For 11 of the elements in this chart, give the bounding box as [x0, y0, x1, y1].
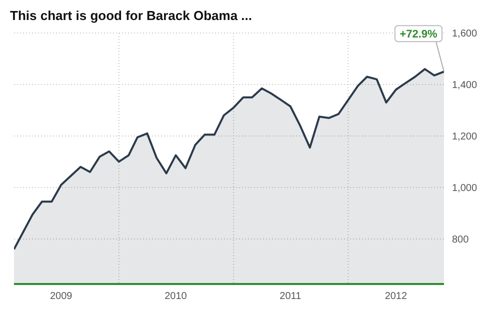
- annotation: +72.9%: [400, 28, 438, 41]
- y-tick-label: 1,400: [452, 80, 478, 92]
- x-tick-label: 2010: [164, 291, 188, 302]
- y-tick-label: 1,600: [452, 28, 478, 40]
- y-tick-label: 800: [452, 234, 470, 246]
- x-tick-label: 2011: [280, 291, 302, 302]
- x-tick-label: 2009: [50, 291, 73, 302]
- y-tick-label: 1,000: [452, 183, 478, 194]
- x-tick-label: 2012: [384, 291, 408, 302]
- y-tick-label: 1,200: [452, 132, 478, 143]
- chart-title: This chart is good for Barack Obama ...: [10, 8, 254, 23]
